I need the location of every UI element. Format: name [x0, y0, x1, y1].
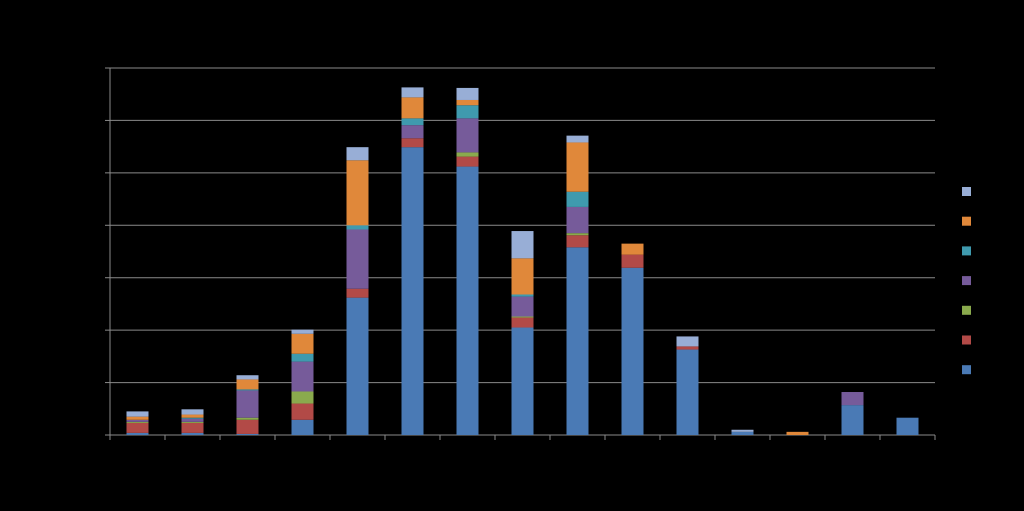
bar-segment	[236, 390, 259, 418]
bar-segment	[676, 336, 699, 347]
bar-segment	[291, 353, 314, 362]
bar-segment	[456, 118, 479, 153]
legend-swatch	[962, 365, 971, 375]
bar-segment	[621, 267, 644, 435]
bar-segment	[236, 389, 259, 391]
bar-segment	[456, 156, 479, 167]
bar-segment	[786, 431, 809, 435]
bar-segment	[291, 333, 314, 354]
bar-segment	[731, 431, 754, 435]
bar-segment	[126, 411, 149, 417]
bar-segment	[511, 316, 534, 318]
bar-segment	[401, 87, 424, 98]
bar-segment	[511, 296, 534, 317]
bar-segment	[511, 231, 534, 259]
bar-segment	[401, 125, 424, 139]
bar-segment	[181, 409, 204, 415]
bar-segment	[181, 414, 204, 418]
bar-segment	[511, 258, 534, 295]
legend-swatch	[962, 276, 971, 286]
bar-segment	[236, 379, 259, 390]
legend-swatch	[962, 305, 971, 315]
legend-swatch	[962, 335, 971, 345]
bar-segment	[566, 206, 589, 234]
bar-segment	[181, 421, 204, 423]
bar-segment	[731, 429, 754, 432]
bar-segment	[511, 317, 534, 328]
bar-segment	[566, 247, 589, 435]
bar-segment	[291, 419, 314, 435]
bar-segment	[456, 105, 479, 119]
bar-segment	[181, 432, 204, 435]
bar-segment	[181, 422, 204, 433]
bar-segment	[236, 433, 259, 435]
bar-segment	[401, 118, 424, 126]
bar-segment	[181, 417, 204, 419]
bar-segment	[401, 147, 424, 435]
bar-segment	[401, 138, 424, 148]
bar-segment	[346, 160, 369, 226]
legend-swatch	[962, 246, 971, 256]
bar-segment	[456, 87, 479, 100]
bar-segment	[126, 422, 149, 433]
bar-segment	[126, 419, 149, 422]
bar-segment	[346, 225, 369, 230]
bar-segment	[566, 233, 589, 236]
bar-segment	[181, 418, 204, 422]
bar-segment	[566, 235, 589, 248]
legend-swatch	[962, 187, 971, 196]
bar-segment	[566, 142, 589, 192]
bar-segment	[346, 147, 369, 161]
bar-segment	[236, 417, 259, 420]
bar-segment	[511, 327, 534, 435]
bar-segment	[621, 243, 644, 255]
bar-segment	[346, 297, 369, 435]
bar-segment	[511, 294, 534, 297]
bar-segment	[621, 254, 644, 268]
bar-segment	[676, 349, 699, 435]
bar-segment	[566, 135, 589, 143]
bar-segment	[456, 166, 479, 435]
bar-segment	[456, 99, 479, 106]
bar-segment	[291, 329, 314, 334]
bar-segment	[291, 361, 314, 392]
bar-segment	[841, 405, 864, 435]
bar-segment	[346, 288, 369, 298]
bar-segment	[566, 191, 589, 207]
bar-segment	[291, 403, 314, 420]
bar-segment	[401, 97, 424, 119]
bar-segment	[676, 346, 699, 350]
bar-segment	[896, 417, 919, 435]
bar-segment	[346, 229, 369, 289]
bar-segment	[291, 391, 314, 404]
bar-segment	[456, 152, 479, 157]
bar-segment	[126, 432, 149, 435]
legend-swatch	[962, 216, 971, 226]
bar-segment	[126, 416, 149, 420]
bar-segment	[126, 421, 149, 423]
bar-segment	[236, 375, 259, 380]
bar-segment	[841, 392, 864, 406]
bar-segment	[236, 419, 259, 434]
